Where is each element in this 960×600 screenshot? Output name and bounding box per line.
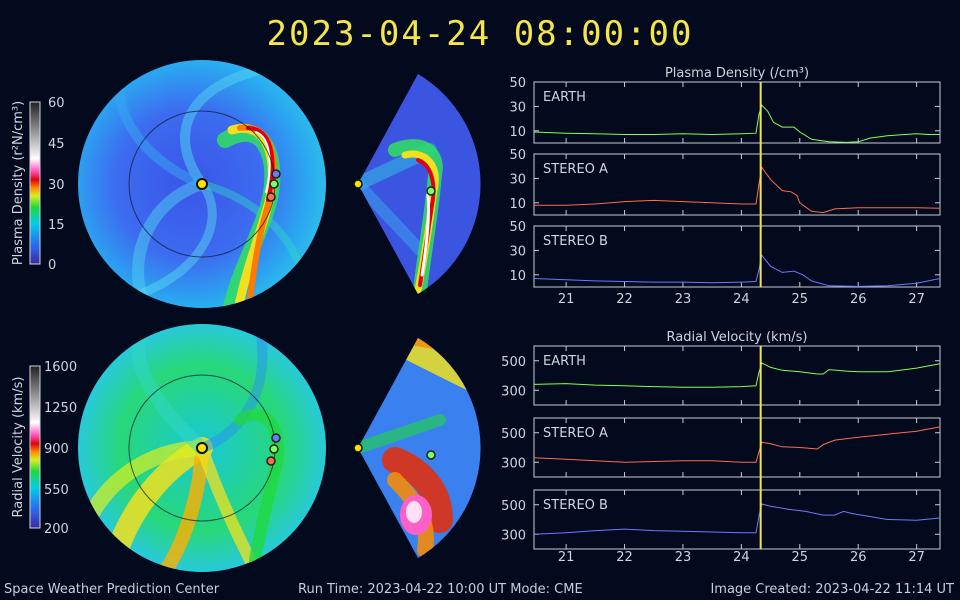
x-tick-label: 21 [558,292,575,307]
colorbar-velocity-tick: 1600 [44,360,77,375]
velocity-timeseries-chart: Radial Velocity (km/s) 500 300 EARTH 500 300 S… [501,330,941,565]
x-tick-label: 24 [733,550,750,565]
timestamp: 2023-04-24 08:00:00 [266,14,694,54]
x-tick-label: 24 [733,292,750,307]
x-tick-label: 22 [616,292,633,307]
timeseries-panel: 50 30 10 EARTH [509,76,941,144]
panel-name: STEREO A [543,426,608,441]
x-tick-label: 22 [616,550,633,565]
colorbar-velocity: Radial Velocity (km/s) 1600 1250 900 550… [11,360,77,537]
sun-marker [353,443,363,453]
colorbar-density-tick: 30 [48,178,65,193]
chart-title: Radial Velocity (km/s) [667,330,808,345]
colorbar-density-label: Plasma Density (r²N/cm³) [11,101,26,265]
stereo-a-marker [266,456,276,466]
colorbar-velocity-tick: 1250 [44,401,77,416]
density-timeseries-chart: Plasma Density (/cm³) 50 30 10 EARTH 50 30 10 ST… [509,66,941,307]
panel-frame [533,489,941,550]
sun-marker [353,179,363,189]
y-tick-label: 50 [509,220,526,235]
velocity-meridional-plot [353,338,481,558]
colorbar-velocity-tick: 900 [44,442,69,457]
earth-marker [269,444,279,454]
earth-marker [426,186,436,196]
stereo-b-marker [271,169,281,179]
y-tick-label: 30 [509,172,526,187]
panel-frame [533,225,941,288]
colorbar-density-tick: 0 [48,258,56,273]
colorbar-density: Plasma Density (r²N/cm³) 60 45 30 15 0 [11,96,65,273]
density-meridional-plot [353,74,481,294]
series-line [533,362,941,388]
x-tick-label: 25 [792,292,809,307]
y-tick-label: 300 [501,384,526,399]
stereo-b-marker [271,433,281,443]
y-tick-label: 300 [501,528,526,543]
y-tick-label: 500 [501,355,526,370]
x-tick-label: 27 [908,550,925,565]
y-tick-label: 50 [509,76,526,91]
y-tick-label: 30 [509,244,526,259]
colorbar-velocity-label: Radial Velocity (km/s) [11,377,26,518]
series-line [533,254,941,287]
panel-frame [533,417,941,478]
series-line [533,503,941,535]
panel-frame [533,345,941,406]
footer-organization: Space Weather Prediction Center [4,582,220,597]
series-line [534,166,941,214]
x-tick-label: 23 [675,292,692,307]
y-tick-label: 500 [501,499,526,514]
timeseries-panel: 50 30 10 STEREO A [509,148,941,216]
x-tick-label: 27 [908,292,925,307]
earth-marker [269,179,279,189]
y-tick-label: 50 [509,148,526,163]
panel-name: STEREO A [543,162,608,177]
density-ecliptic-plot [78,60,326,308]
panel-name: EARTH [543,354,586,369]
x-tick-label: 21 [558,550,575,565]
timeseries-panel: 500 300 STEREO B [501,489,941,550]
panel-frame [533,153,941,216]
sun-marker [196,178,208,190]
velocity-ecliptic-plot [78,324,326,572]
y-tick-label: 500 [501,427,526,442]
y-tick-label: 30 [509,100,526,115]
colorbar-density-tick: 60 [48,96,65,111]
timeseries-panel: 500 300 EARTH [501,345,941,406]
y-tick-label: 10 [509,197,526,212]
footer-run-info: Run Time: 2023-04-22 10:00 UT Mode: CME [298,582,583,597]
x-tick-label: 23 [675,550,692,565]
y-tick-label: 10 [509,125,526,140]
chart-title: Plasma Density (/cm³) [665,66,809,81]
x-tick-label: 26 [850,550,867,565]
x-tick-label: 26 [850,292,867,307]
colorbar-velocity-tick: 200 [44,522,69,537]
series-line [533,104,940,143]
panel-frame [533,81,941,144]
panel-name: EARTH [543,90,586,105]
panel-name: STEREO B [543,498,608,513]
colorbar-density-tick: 15 [48,218,65,233]
x-tick-label: 25 [792,550,809,565]
stereo-a-marker [266,192,276,202]
footer-image-created: Image Created: 2023-04-22 11:14 UT [710,582,954,597]
y-tick-label: 10 [509,269,526,284]
sun-marker [196,442,208,454]
y-tick-label: 300 [501,456,526,471]
earth-marker [426,450,436,460]
series-line [533,426,941,463]
timeseries-panel: 50 30 10 STEREO B [509,220,941,288]
colorbar-density-tick: 45 [48,137,65,152]
timeseries-panel: 500 300 STEREO A [501,417,941,478]
colorbar-velocity-tick: 550 [44,483,69,498]
panel-name: STEREO B [543,234,608,249]
